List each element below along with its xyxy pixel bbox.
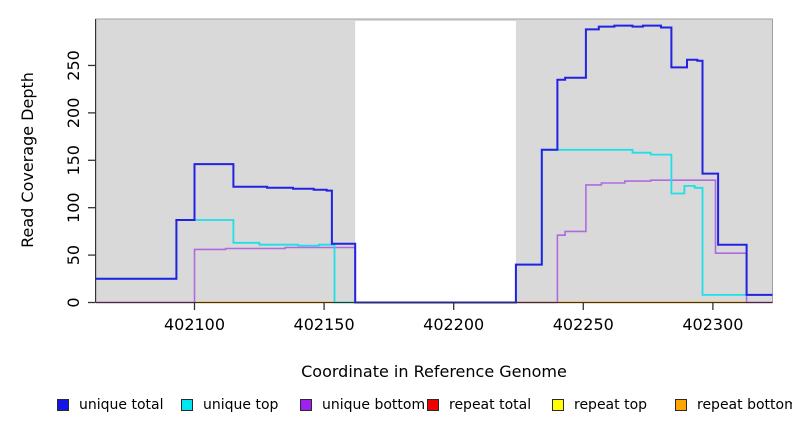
legend-swatch-unique-top xyxy=(181,399,193,411)
legend-item-unique-bottom: unique bottom xyxy=(300,397,425,413)
legend-swatch-repeat-bottom xyxy=(675,399,687,411)
series-line-unique-bottom xyxy=(96,179,773,304)
x-tick-label-402250: 402250 xyxy=(553,315,614,334)
legend-label-repeat-bottom: repeat bottom xyxy=(697,397,792,413)
plot-panel xyxy=(95,18,773,303)
legend: unique total unique top unique bottom repea… xyxy=(0,397,792,417)
legend-item-unique-top: unique top xyxy=(181,397,278,413)
legend-label-unique-total: unique total xyxy=(79,397,164,413)
x-tick-label-402200: 402200 xyxy=(423,315,484,334)
x-tick-label-402300: 402300 xyxy=(682,315,743,334)
y-tick-label-50: 50 xyxy=(64,245,83,265)
legend-label-unique-bottom: unique bottom xyxy=(322,397,426,413)
y-tick-label-100: 100 xyxy=(64,192,83,223)
y-tick-label-250: 250 xyxy=(64,50,83,81)
x-tick-label-402100: 402100 xyxy=(164,315,225,334)
legend-label-unique-top: unique top xyxy=(203,397,279,413)
series-line-unique-total xyxy=(96,24,773,304)
y-tick-label-200: 200 xyxy=(64,98,83,129)
legend-label-repeat-total: repeat total xyxy=(449,397,532,413)
coverage-gap-band xyxy=(355,21,516,302)
axes: 0 50 100 150 200 250 402100 402150 402200 402250 4… xyxy=(64,19,773,334)
y-axis-label: Read Coverage Depth xyxy=(18,72,37,248)
legend-swatch-repeat-total xyxy=(427,399,439,411)
y-tick-label-150: 150 xyxy=(64,145,83,176)
legend-swatch-repeat-top xyxy=(552,399,564,411)
x-axis-label: Coordinate in Reference Genome xyxy=(301,362,567,381)
legend-item-repeat-bottom: repeat bottom xyxy=(675,397,792,413)
legend-label-repeat-top: repeat top xyxy=(574,397,648,413)
legend-swatch-unique-bottom xyxy=(300,399,312,411)
legend-item-repeat-top: repeat top xyxy=(552,397,647,413)
y-tick-label-0: 0 xyxy=(64,297,83,307)
legend-item-repeat-total: repeat total xyxy=(427,397,531,413)
legend-swatch-unique-total xyxy=(57,399,69,411)
legend-item-unique-total: unique total xyxy=(57,397,163,413)
x-tick-label-402150: 402150 xyxy=(294,315,355,334)
